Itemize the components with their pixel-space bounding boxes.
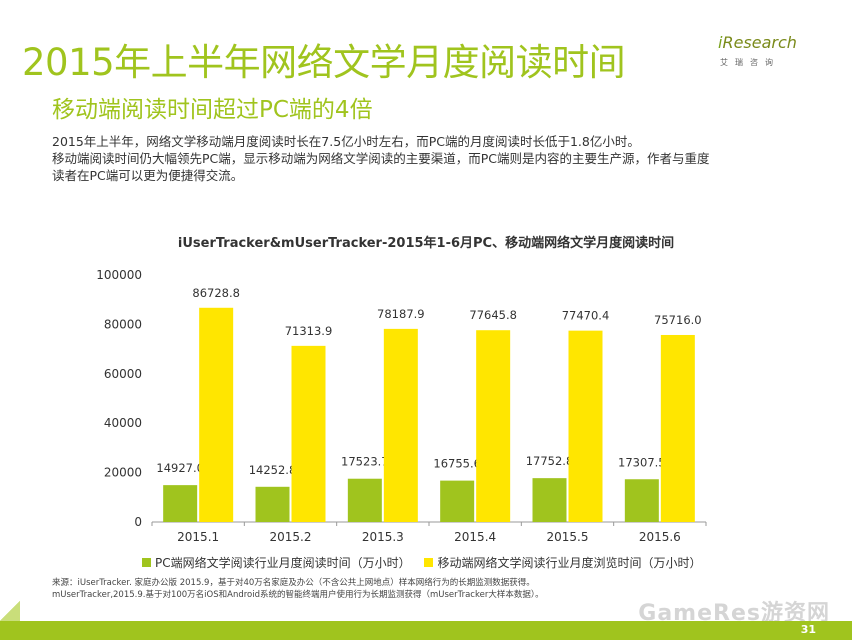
source-note: 来源：iUserTracker. 家庭办公版 2015.9，基于对40万名家庭及…: [52, 577, 544, 601]
data-label-mobile: 75716.0: [654, 313, 702, 327]
x-tick-label: 2015.1: [177, 530, 219, 544]
legend-swatch-mobile: [424, 558, 434, 567]
data-label-pc: 17307.5: [618, 455, 666, 469]
bar-mobile: [476, 330, 511, 522]
bar-pc: [440, 480, 475, 522]
chart-title: iUserTracker&mUserTracker-2015年1-6月PC、移动…: [177, 236, 675, 251]
bar-chart: 0 20000 40000 60000 80000 100000 14927.0 86728.…: [96, 268, 707, 544]
bar-pc: [347, 478, 382, 522]
x-tick-label: 2015.6: [639, 530, 681, 544]
legend-label-mobile: 移动端网络文学阅读行业月度浏览时间（万小时）: [437, 556, 702, 570]
bar-mobile: [383, 328, 418, 522]
source-line-1: 来源：iUserTracker. 家庭办公版 2015.9，基于对40万名家庭及…: [52, 578, 535, 588]
data-label-mobile: 78187.9: [377, 307, 425, 321]
data-label-mobile: 77470.4: [562, 309, 610, 323]
summary-line: 2015年上半年，网络文学移动端月度阅读时长在7.5亿小时左右，而PC端的月度阅…: [52, 134, 640, 149]
data-label-pc: 17523.7: [341, 455, 389, 469]
x-tick-label: 2015.2: [270, 530, 312, 544]
corner-decoration: [0, 600, 20, 621]
bar-pc: [163, 485, 198, 522]
bar-pc: [624, 479, 659, 522]
summary-text: 2015年上半年，网络文学移动端月度阅读时长在7.5亿小时左右，而PC端的月度阅…: [52, 133, 812, 184]
legend-item-mobile: 移动端网络文学阅读行业月度浏览时间（万小时）: [424, 554, 701, 571]
bar-mobile: [199, 307, 234, 522]
chart-legend: PC端网络文学阅读行业月度阅读时间（万小时） 移动端网络文学阅读行业月度浏览时间…: [142, 554, 711, 571]
y-tick-label: 100000: [96, 268, 142, 282]
summary-line: 读者在PC端可以更为便捷得交流。: [52, 168, 244, 183]
data-label-mobile: 77645.8: [469, 308, 517, 322]
legend-label-pc: PC端网络文学阅读行业月度阅读时间（万小时）: [155, 556, 411, 570]
y-tick-label: 20000: [104, 466, 142, 480]
logo-subtitle: 艾瑞咨询: [720, 58, 780, 67]
x-tick-label: 2015.5: [547, 530, 589, 544]
iresearch-logo: iResearch 艾瑞咨询: [718, 33, 808, 73]
data-label-pc: 16755.6: [433, 457, 481, 471]
y-tick-label: 0: [134, 515, 142, 529]
bar-mobile: [291, 345, 326, 522]
data-label-mobile: 71313.9: [285, 324, 333, 338]
data-label-mobile: 86728.8: [192, 286, 240, 300]
bar-mobile: [660, 334, 695, 522]
logo-wordmark: iResearch: [718, 33, 797, 52]
legend-item-pc: PC端网络文学阅读行业月度阅读时间（万小时）: [142, 554, 411, 571]
y-tick-label: 40000: [104, 416, 142, 430]
data-label-pc: 17752.8: [526, 454, 574, 468]
bar-pc: [255, 486, 290, 522]
logo-prefix: i: [718, 33, 723, 52]
x-tick-label: 2015.3: [362, 530, 404, 544]
page-subtitle: 移动端阅读时间超过PC端的4倍: [52, 97, 373, 123]
y-tick-label: 80000: [104, 317, 142, 331]
summary-line: 移动端阅读时间仍大幅领先PC端，显示移动端为网络文学阅读的主要渠道，而PC端则是…: [52, 151, 710, 166]
x-tick-label: 2015.4: [454, 530, 496, 544]
page-number: 31: [800, 623, 816, 636]
y-tick-label: 60000: [104, 367, 142, 381]
bar-mobile: [568, 330, 603, 522]
data-label-pc: 14252.8: [249, 463, 297, 477]
page-title: 2015年上半年网络文学月度阅读时间: [22, 41, 626, 84]
data-label-pc: 14927.0: [156, 461, 204, 475]
footer-bar: [0, 621, 852, 640]
bar-pc: [532, 478, 567, 522]
legend-swatch-pc: [142, 558, 151, 567]
source-line-2: mUserTracker,2015.9.基于对100万名iOS和Android系…: [52, 590, 544, 600]
logo-rest: Research: [722, 33, 797, 52]
